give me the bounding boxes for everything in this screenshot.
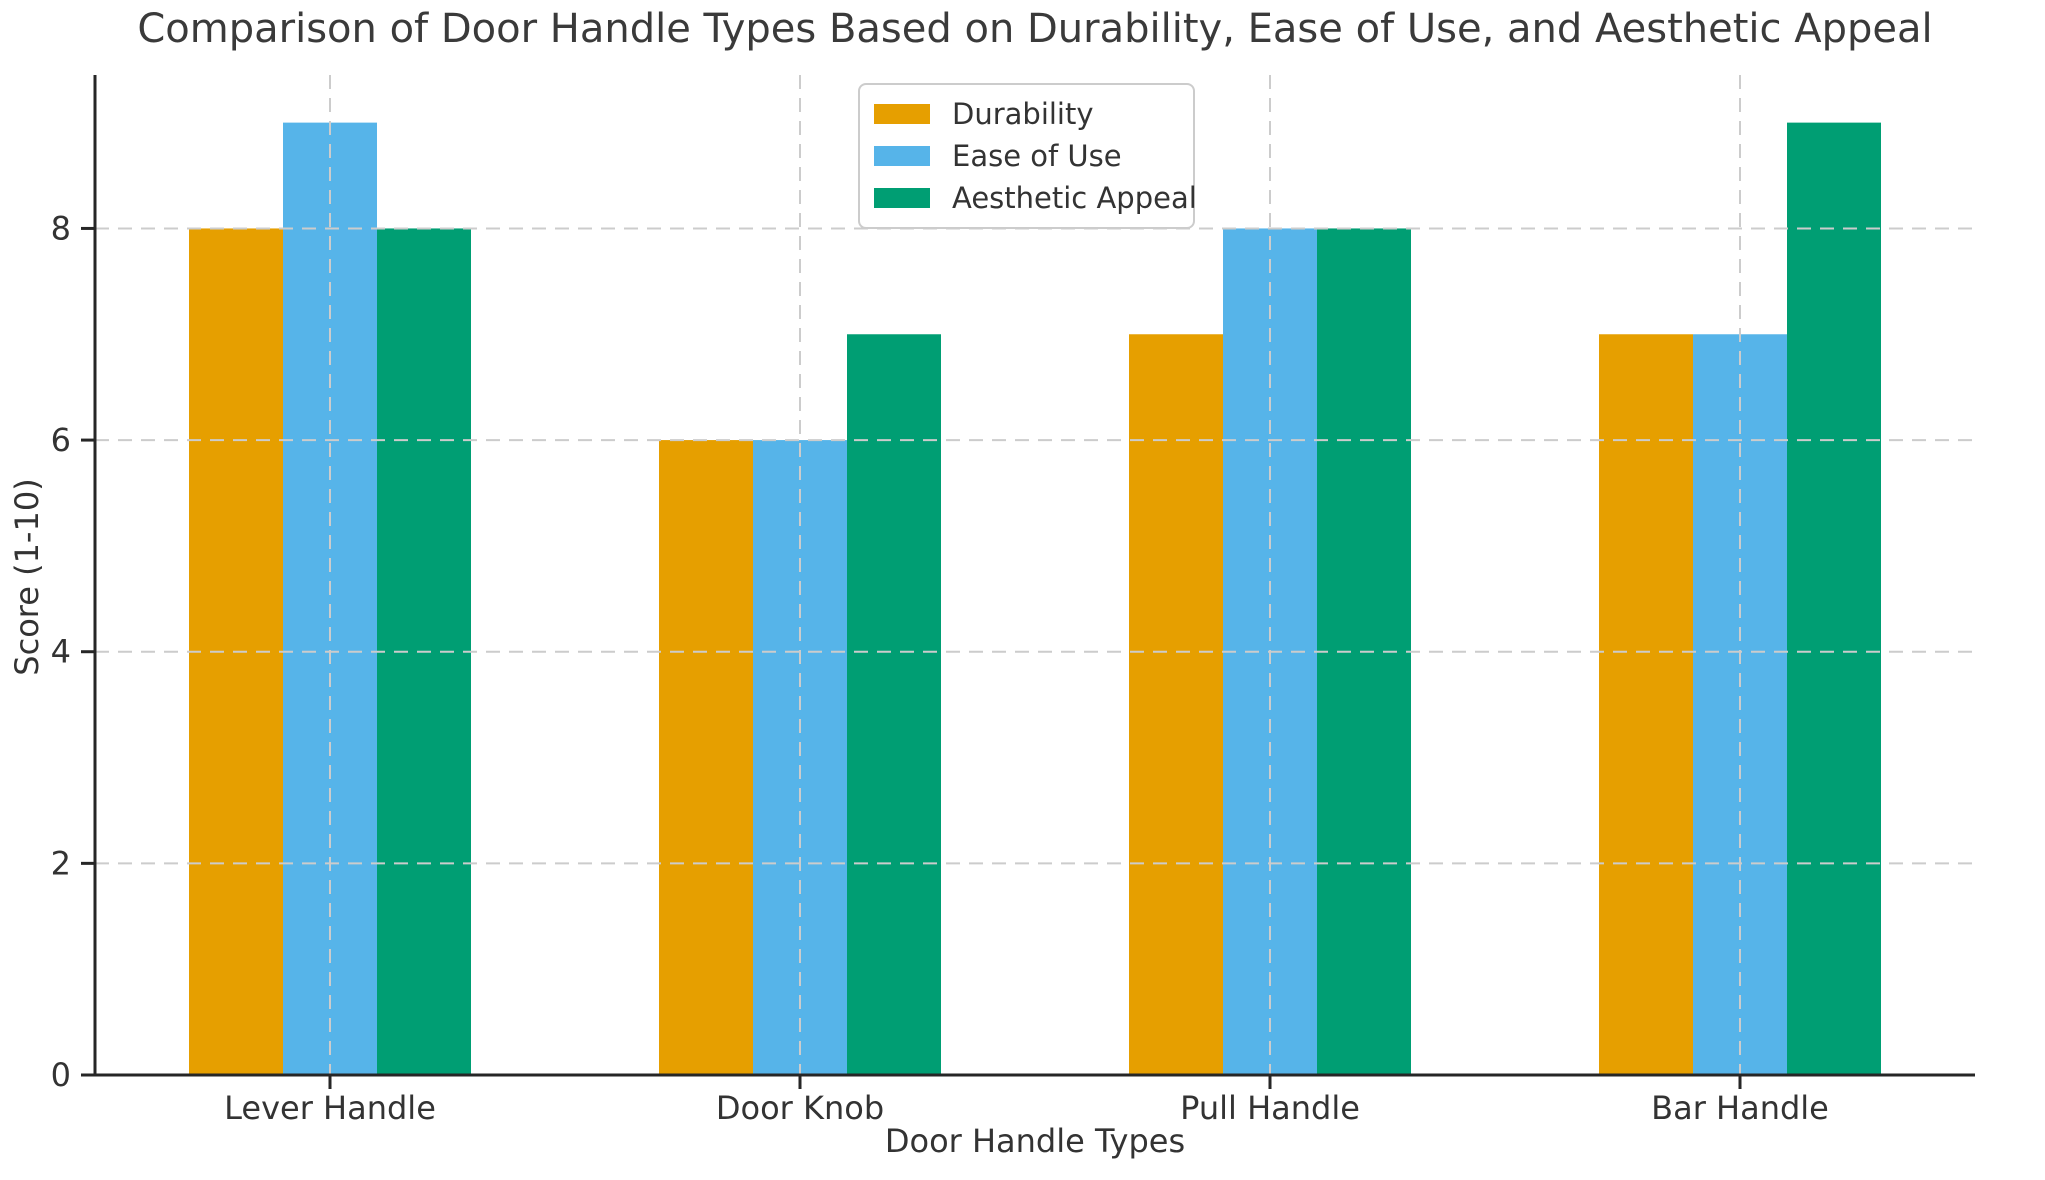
x-tick-label-door-knob: Door Knob [716, 1089, 884, 1127]
legend-item-durability: Durability [874, 97, 1177, 131]
legend-swatch-ease-of-use [874, 146, 930, 166]
x-tick-label-bar-handle: Bar Handle [1651, 1089, 1829, 1127]
y-tick-label-8: 8 [51, 209, 71, 247]
chart-title: Comparison of Door Handle Types Based on… [137, 6, 1933, 52]
y-axis-label: Score (1-10) [8, 478, 46, 676]
y-tick-label-6: 6 [51, 421, 71, 459]
bar-pull-handle-durability [1129, 334, 1223, 1075]
bar-bar-handle-durability [1599, 334, 1693, 1075]
bar-door-knob-aesthetic-appeal [847, 334, 941, 1075]
legend-label-aesthetic-appeal: Aesthetic Appeal [952, 181, 1197, 215]
x-axis-label: Door Handle Types [884, 1122, 1186, 1160]
legend-swatch-aesthetic-appeal [874, 188, 930, 208]
legend-item-aesthetic-appeal: Aesthetic Appeal [874, 181, 1197, 215]
legend-item-ease-of-use: Ease of Use [874, 139, 1177, 173]
y-tick-label-4: 4 [51, 633, 71, 671]
y-tick-label-0: 0 [51, 1056, 71, 1094]
bar-bar-handle-aesthetic-appeal [1787, 122, 1881, 1076]
x-tick-label-pull-handle: Pull Handle [1180, 1089, 1360, 1127]
x-tick-label-lever-handle: Lever Handle [224, 1089, 436, 1127]
legend: Durability Ease of Use Aesthetic Appeal [858, 83, 1197, 229]
legend-swatch-durability [874, 104, 930, 124]
y-tick-label-2: 2 [51, 844, 71, 882]
legend-label-durability: Durability [952, 97, 1094, 131]
bar-door-knob-durability [659, 440, 753, 1076]
legend-label-ease-of-use: Ease of Use [952, 139, 1122, 173]
